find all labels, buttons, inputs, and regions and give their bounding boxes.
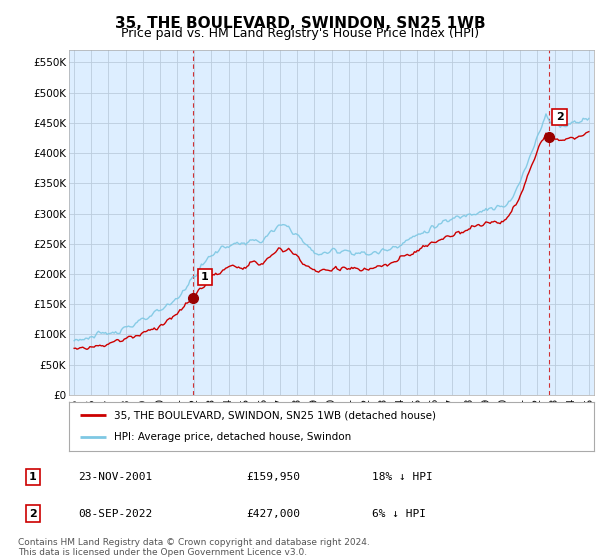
Text: Price paid vs. HM Land Registry's House Price Index (HPI): Price paid vs. HM Land Registry's House … [121,27,479,40]
Text: 18% ↓ HPI: 18% ↓ HPI [372,472,433,482]
Text: 1: 1 [201,272,209,282]
Text: 23-NOV-2001: 23-NOV-2001 [78,472,152,482]
Text: £159,950: £159,950 [246,472,300,482]
Text: 35, THE BOULEVARD, SWINDON, SN25 1WB (detached house): 35, THE BOULEVARD, SWINDON, SN25 1WB (de… [113,410,436,421]
Text: HPI: Average price, detached house, Swindon: HPI: Average price, detached house, Swin… [113,432,351,442]
Text: Contains HM Land Registry data © Crown copyright and database right 2024.
This d: Contains HM Land Registry data © Crown c… [18,538,370,557]
Text: 35, THE BOULEVARD, SWINDON, SN25 1WB: 35, THE BOULEVARD, SWINDON, SN25 1WB [115,16,485,31]
Text: 2: 2 [556,112,563,122]
Text: 2: 2 [29,508,37,519]
Text: 6% ↓ HPI: 6% ↓ HPI [372,508,426,519]
Text: 08-SEP-2022: 08-SEP-2022 [78,508,152,519]
Text: 1: 1 [29,472,37,482]
Text: £427,000: £427,000 [246,508,300,519]
